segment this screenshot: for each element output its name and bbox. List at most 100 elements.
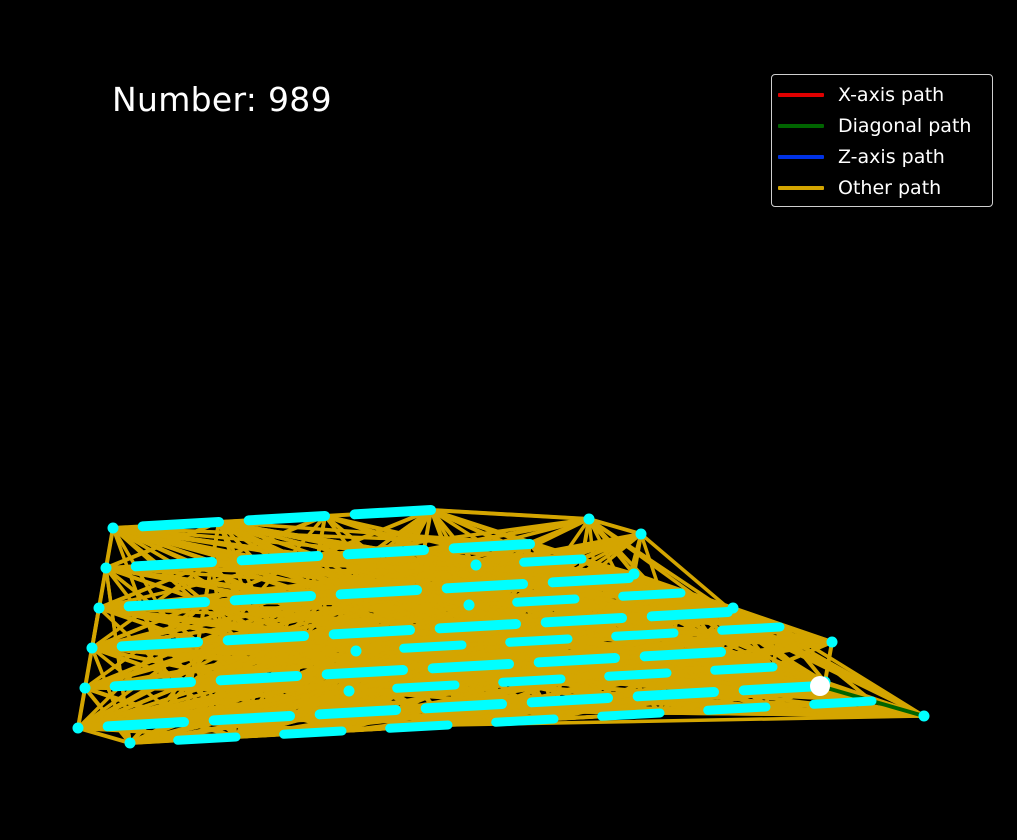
node-marker bbox=[215, 671, 302, 686]
node-marker bbox=[604, 668, 672, 681]
edge bbox=[76, 582, 525, 730]
legend-label-x-axis: X-axis path bbox=[838, 83, 945, 106]
node-marker bbox=[635, 528, 647, 540]
legend-label-z-axis: Z-axis path bbox=[838, 145, 945, 168]
edge bbox=[429, 508, 591, 521]
legend-entry-diagonal: Diagonal path bbox=[778, 110, 992, 141]
node-marker bbox=[343, 685, 355, 697]
edge bbox=[111, 526, 186, 724]
node-marker bbox=[505, 634, 573, 647]
node-marker bbox=[279, 726, 347, 739]
node-marker bbox=[583, 513, 595, 525]
edge bbox=[76, 726, 132, 745]
number-counter: Number: 989 bbox=[112, 80, 332, 119]
node-marker bbox=[427, 659, 514, 674]
edge bbox=[234, 662, 511, 739]
edge bbox=[189, 634, 306, 684]
node-marker bbox=[533, 653, 620, 668]
node-marker bbox=[100, 562, 112, 574]
node-marker bbox=[86, 642, 98, 654]
node-marker bbox=[703, 702, 771, 715]
node-marker bbox=[102, 717, 189, 732]
node-marker bbox=[107, 522, 119, 534]
edge bbox=[217, 520, 412, 632]
node-marker bbox=[717, 622, 785, 635]
node-marker bbox=[243, 511, 330, 526]
node-marker bbox=[392, 680, 460, 693]
node-marker bbox=[547, 573, 634, 588]
node-marker bbox=[918, 710, 930, 722]
edge bbox=[566, 637, 834, 644]
node-marker bbox=[342, 545, 429, 560]
node-marker bbox=[130, 557, 217, 572]
legend-entry-other: Other path bbox=[778, 172, 992, 203]
node-marker bbox=[441, 579, 528, 594]
node-marker bbox=[498, 674, 566, 687]
node-marker bbox=[116, 637, 203, 652]
node-marker bbox=[350, 645, 362, 657]
edge bbox=[587, 517, 730, 614]
node-marker bbox=[72, 722, 84, 734]
node-marker bbox=[738, 681, 825, 696]
legend-label-other: Other path bbox=[838, 176, 942, 199]
legend-entry-x-axis: X-axis path bbox=[778, 79, 992, 110]
counter-prefix: Number: bbox=[112, 80, 268, 119]
edge bbox=[316, 554, 344, 733]
node-marker bbox=[399, 640, 467, 653]
node-marker bbox=[470, 559, 482, 571]
node-marker bbox=[519, 554, 587, 567]
edge bbox=[210, 560, 636, 576]
counter-value: 989 bbox=[268, 80, 332, 119]
legend-swatch-diagonal bbox=[778, 123, 824, 128]
node-marker bbox=[628, 568, 640, 580]
legend-entry-z-axis: Z-axis path bbox=[778, 141, 992, 172]
node-marker bbox=[93, 602, 105, 614]
node-marker bbox=[349, 505, 436, 520]
edge bbox=[587, 517, 643, 536]
node-marker bbox=[208, 711, 295, 726]
legend-swatch-x-axis bbox=[778, 92, 824, 97]
edge bbox=[309, 542, 532, 598]
edge bbox=[76, 594, 313, 730]
edge bbox=[422, 508, 433, 552]
node-marker bbox=[236, 551, 323, 566]
node-marker bbox=[597, 708, 665, 721]
edge bbox=[658, 711, 926, 718]
node-marker bbox=[314, 705, 401, 720]
node-marker bbox=[512, 594, 580, 607]
node-marker bbox=[79, 682, 91, 694]
node-marker bbox=[434, 619, 521, 634]
edge bbox=[90, 606, 101, 650]
legend-swatch-other bbox=[778, 185, 824, 190]
node-marker bbox=[229, 591, 316, 606]
node-marker bbox=[826, 636, 838, 648]
legend: X-axis path Diagonal path Z-axis path Ot… bbox=[771, 74, 993, 207]
node-marker bbox=[222, 631, 309, 646]
node-marker bbox=[335, 585, 422, 600]
legend-label-diagonal: Diagonal path bbox=[838, 114, 972, 137]
node-marker bbox=[526, 693, 613, 708]
legend-swatch-z-axis bbox=[778, 154, 824, 159]
node-marker bbox=[727, 602, 739, 614]
edge bbox=[217, 520, 532, 546]
node-marker bbox=[385, 720, 453, 733]
node-marker bbox=[463, 599, 475, 611]
current-node-marker bbox=[810, 676, 830, 696]
node-marker bbox=[109, 677, 196, 692]
node-marker bbox=[491, 714, 559, 727]
edge bbox=[467, 603, 511, 666]
node-marker bbox=[173, 732, 241, 745]
node-marker bbox=[618, 588, 686, 601]
node-marker bbox=[137, 517, 224, 532]
edge bbox=[778, 625, 874, 703]
node-marker bbox=[540, 613, 627, 628]
node-marker bbox=[710, 662, 778, 675]
edge bbox=[111, 526, 532, 546]
node-layer bbox=[72, 505, 930, 749]
node-marker bbox=[123, 597, 210, 612]
node-marker bbox=[809, 696, 877, 709]
node-marker bbox=[321, 665, 408, 680]
node-marker bbox=[124, 737, 136, 749]
node-marker bbox=[639, 647, 726, 662]
